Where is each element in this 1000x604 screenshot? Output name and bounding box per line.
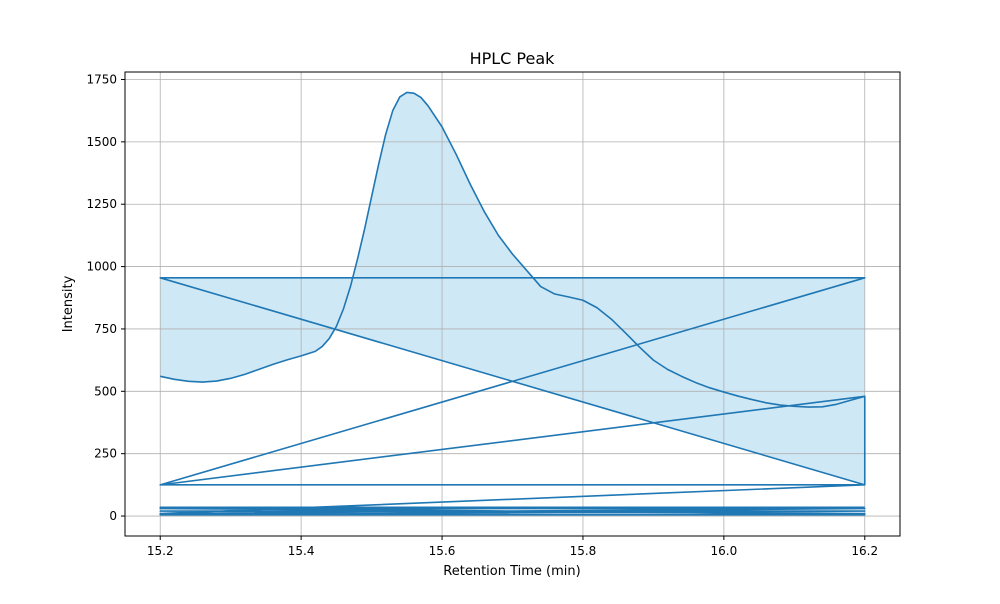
x-axis-label: Retention Time (min)	[443, 564, 580, 579]
y-tick-label: 500	[94, 384, 117, 398]
chart-title: HPLC Peak	[470, 49, 556, 68]
x-ticks: 15.2 15.4 15.6 15.8 16.0 16.2	[147, 536, 878, 558]
x-tick-label: 15.4	[288, 544, 315, 558]
x-tick-label: 15.8	[570, 544, 597, 558]
y-tick-label: 0	[109, 509, 117, 523]
axes-frame	[124, 71, 901, 537]
x-tick-label: 16.2	[851, 544, 878, 558]
y-tick-label: 750	[94, 322, 117, 336]
y-tick-label: 1000	[86, 260, 117, 274]
series-line-layer	[159, 91, 866, 516]
y-tick-label: 250	[94, 447, 117, 461]
series-line	[159, 91, 866, 516]
y-ticks: 0 250 500 750 1000 1250 1500 1750	[86, 72, 125, 523]
y-tick-label: 1500	[86, 135, 117, 149]
grid-layer	[125, 72, 900, 536]
y-tick-label: 1750	[86, 72, 117, 86]
y-tick-label: 1250	[86, 197, 117, 211]
x-tick-label: 15.2	[147, 544, 174, 558]
x-tick-label: 15.6	[429, 544, 456, 558]
x-tick-label: 16.0	[711, 544, 738, 558]
y-axis-label: Intensity	[61, 275, 76, 332]
